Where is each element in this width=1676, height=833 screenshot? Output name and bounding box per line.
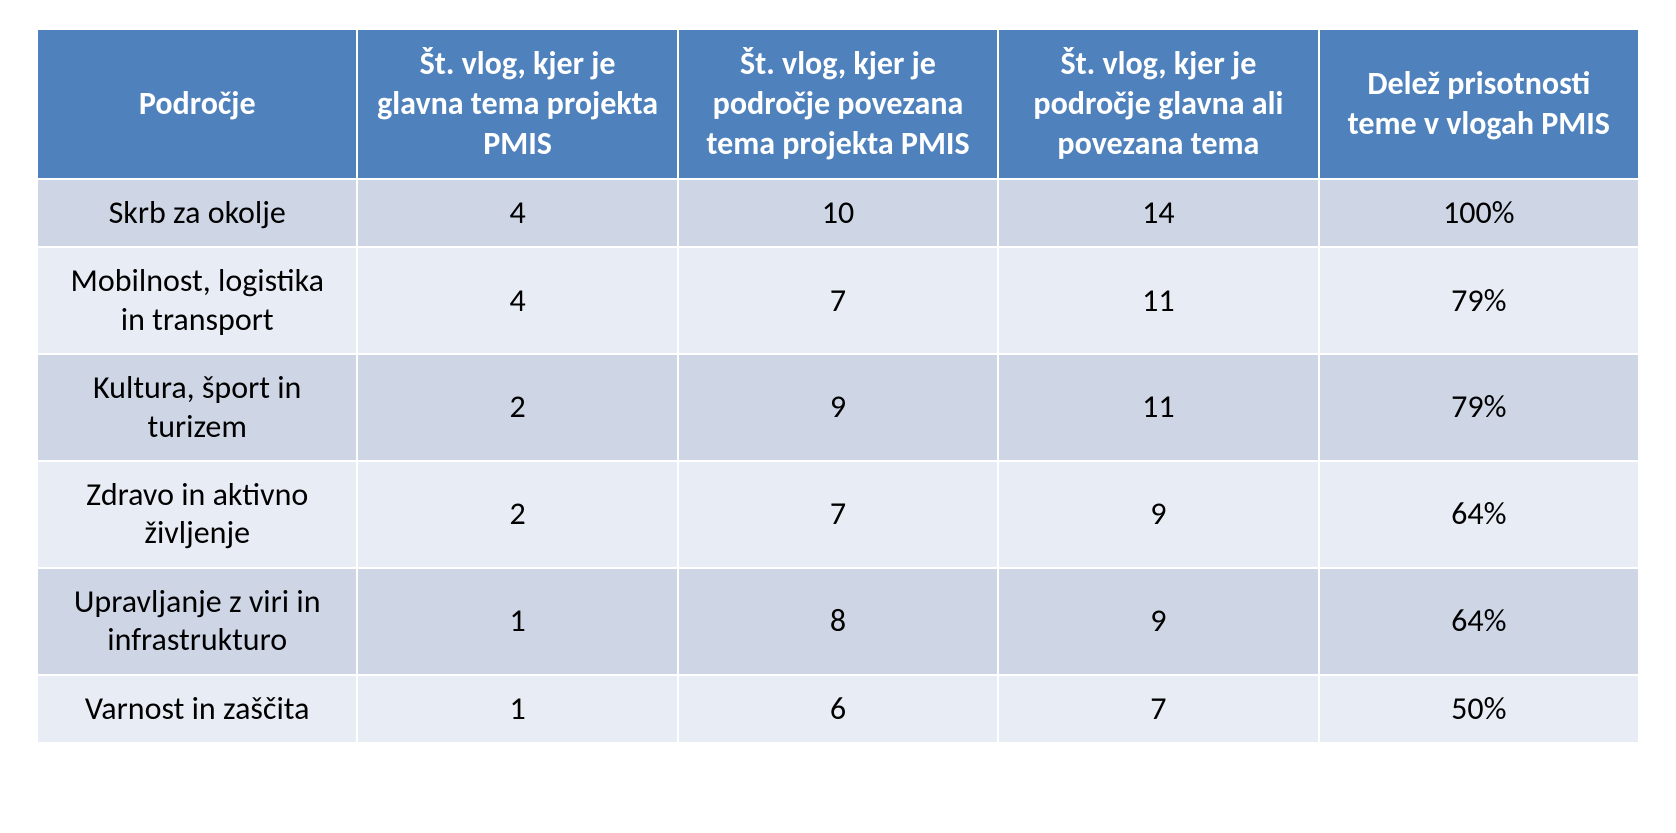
table-cell: Varnost in zaščita [37, 675, 357, 743]
table-cell: 9 [678, 354, 998, 461]
table-cell: Kultura, šport in turizem [37, 354, 357, 461]
data-table: Področje Št. vlog, kjer je glavna tema p… [36, 28, 1640, 744]
table-header-cell: Št. vlog, kjer je glavna tema projekta P… [357, 29, 677, 179]
table-cell: 7 [678, 247, 998, 354]
table-cell: 1 [357, 568, 677, 675]
table-cell: 2 [357, 461, 677, 568]
table-header-cell: Področje [37, 29, 357, 179]
table-cell: 9 [998, 461, 1318, 568]
table-row: Zdravo in aktivno življenje 2 7 9 64% [37, 461, 1639, 568]
table-cell: 11 [998, 354, 1318, 461]
table-row: Kultura, šport in turizem 2 9 11 79% [37, 354, 1639, 461]
table-cell: 50% [1319, 675, 1639, 743]
table-row: Mobilnost, logistika in transport 4 7 11… [37, 247, 1639, 354]
table-header-cell: Delež prisotnosti teme v vlogah PMIS [1319, 29, 1639, 179]
table-cell: 7 [998, 675, 1318, 743]
table-cell: 100% [1319, 179, 1639, 247]
table-header-cell: Št. vlog, kjer je področje povezana tema… [678, 29, 998, 179]
table-cell: 14 [998, 179, 1318, 247]
table-cell: 9 [998, 568, 1318, 675]
table-cell: 79% [1319, 247, 1639, 354]
table-cell: 8 [678, 568, 998, 675]
table-cell: 7 [678, 461, 998, 568]
table-header-row: Področje Št. vlog, kjer je glavna tema p… [37, 29, 1639, 179]
table-row: Skrb za okolje 4 10 14 100% [37, 179, 1639, 247]
table-cell: Skrb za okolje [37, 179, 357, 247]
table-cell: 64% [1319, 568, 1639, 675]
table-cell: 10 [678, 179, 998, 247]
table-cell: 6 [678, 675, 998, 743]
table-cell: 79% [1319, 354, 1639, 461]
table-cell: 2 [357, 354, 677, 461]
table-container: Področje Št. vlog, kjer je glavna tema p… [0, 0, 1676, 772]
table-cell: 4 [357, 179, 677, 247]
table-row: Upravljanje z viri in infrastrukturo 1 8… [37, 568, 1639, 675]
table-header-cell: Št. vlog, kjer je področje glavna ali po… [998, 29, 1318, 179]
table-cell: 64% [1319, 461, 1639, 568]
table-cell: Mobilnost, logistika in transport [37, 247, 357, 354]
table-cell: Upravljanje z viri in infrastrukturo [37, 568, 357, 675]
table-cell: 11 [998, 247, 1318, 354]
table-cell: 4 [357, 247, 677, 354]
table-cell: 1 [357, 675, 677, 743]
table-cell: Zdravo in aktivno življenje [37, 461, 357, 568]
table-row: Varnost in zaščita 1 6 7 50% [37, 675, 1639, 743]
